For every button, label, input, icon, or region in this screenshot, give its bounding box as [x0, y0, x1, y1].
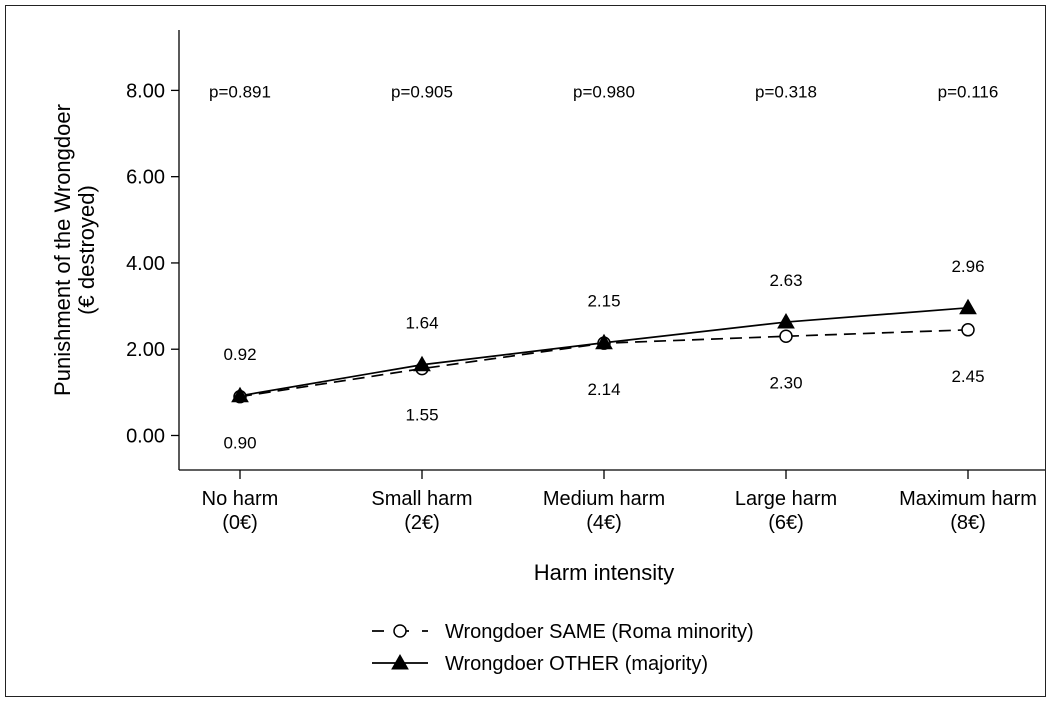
x-tick-label-line: Large harm [735, 488, 837, 510]
x-tick-label: Large harm (6€) [735, 488, 837, 534]
y-tick-label: 8.00 [126, 80, 165, 102]
data-point-marker [961, 323, 975, 337]
data-point-marker [595, 333, 613, 350]
x-tick-label: No harm (0€) [202, 488, 279, 534]
data-point-marker [231, 386, 249, 403]
y-tick-label: 0.00 [126, 425, 165, 447]
x-tick-label-line: (2€) [404, 512, 440, 534]
p-value-annotation: p=0.116 [938, 82, 999, 101]
y-tick-label: 2.00 [126, 339, 165, 361]
data-label: 1.64 [405, 314, 438, 333]
legend-label: Wrongdoer OTHER (majority) [445, 653, 708, 675]
x-axis-title: Harm intensity [534, 560, 675, 585]
data-label: 0.90 [223, 434, 256, 453]
data-point-marker [777, 313, 795, 329]
data-label: 2.30 [769, 373, 802, 392]
p-value-annotation: p=0.980 [573, 82, 635, 101]
data-label: 2.96 [951, 257, 984, 276]
data-label: 1.55 [405, 406, 438, 425]
data-point-marker [959, 298, 977, 315]
p-value-annotation: p=0.905 [391, 82, 453, 101]
legend-label: Wrongdoer SAME (Roma minority) [445, 621, 754, 643]
y-tick-label: 4.00 [126, 253, 165, 275]
x-tick-label-line: (8€) [950, 512, 986, 534]
data-label: 2.15 [587, 292, 620, 311]
data-point-marker [413, 355, 431, 372]
x-tick-label-line: (4€) [586, 512, 622, 534]
x-tick-label-line: Small harm [371, 488, 472, 510]
y-axis-title: Punishment of the Wrongdoer(€ destroyed) [50, 104, 99, 396]
x-tick-label-line: Medium harm [543, 488, 665, 510]
x-tick-label-line: Maximum harm [899, 488, 1037, 510]
x-tick-label: Medium harm (4€) [543, 488, 665, 534]
p-value-annotation: p=0.318 [755, 82, 817, 101]
data-label: 2.63 [769, 271, 802, 290]
data-label: 2.45 [951, 367, 984, 386]
x-tick-label: Small harm (2€) [371, 488, 472, 534]
y-axis-title-line: (€ destroyed) [74, 185, 99, 315]
p-value-annotation: p=0.891 [209, 82, 271, 101]
y-tick-label: 6.00 [126, 167, 165, 189]
x-tick-label: Maximum harm (8€) [899, 488, 1037, 534]
data-label: 2.14 [587, 380, 620, 399]
x-tick-label-line: (0€) [222, 512, 258, 534]
data-label: 0.92 [223, 345, 256, 364]
y-axis-title-line: Punishment of the Wrongdoer [50, 104, 75, 396]
data-point-marker [779, 329, 793, 344]
legend-marker [391, 653, 409, 670]
legend-marker [393, 624, 407, 638]
x-tick-label-line: No harm [202, 488, 279, 510]
x-tick-label-line: (6€) [768, 512, 804, 534]
